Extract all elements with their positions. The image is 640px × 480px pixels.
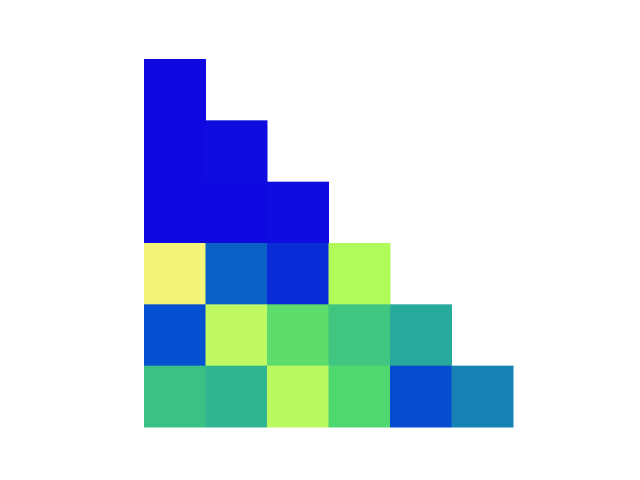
heatmap-cell <box>205 243 268 305</box>
heatmap-cell <box>144 120 206 183</box>
heatmap-cell <box>267 304 329 367</box>
heatmap-cell <box>328 243 391 305</box>
heatmap-cell <box>328 304 391 367</box>
heatmap-cell <box>144 304 206 367</box>
heatmap-cell <box>144 59 206 121</box>
heatmap-cell <box>144 181 206 244</box>
heatmap-cell <box>451 365 514 428</box>
heatmap-cell <box>267 181 329 244</box>
heatmap-cell <box>205 120 268 183</box>
heatmap-cell <box>205 304 268 367</box>
heatmap-cell <box>205 365 268 428</box>
heatmap-cell <box>267 365 329 428</box>
heatmap-cell <box>144 243 206 305</box>
heatmap-cell <box>267 243 329 305</box>
heatmap-cell <box>390 304 452 367</box>
heatmap-cell <box>390 365 452 428</box>
heatmap-cell <box>205 181 268 244</box>
heatmap-cell <box>328 365 391 428</box>
heatmap-cell <box>144 365 206 428</box>
